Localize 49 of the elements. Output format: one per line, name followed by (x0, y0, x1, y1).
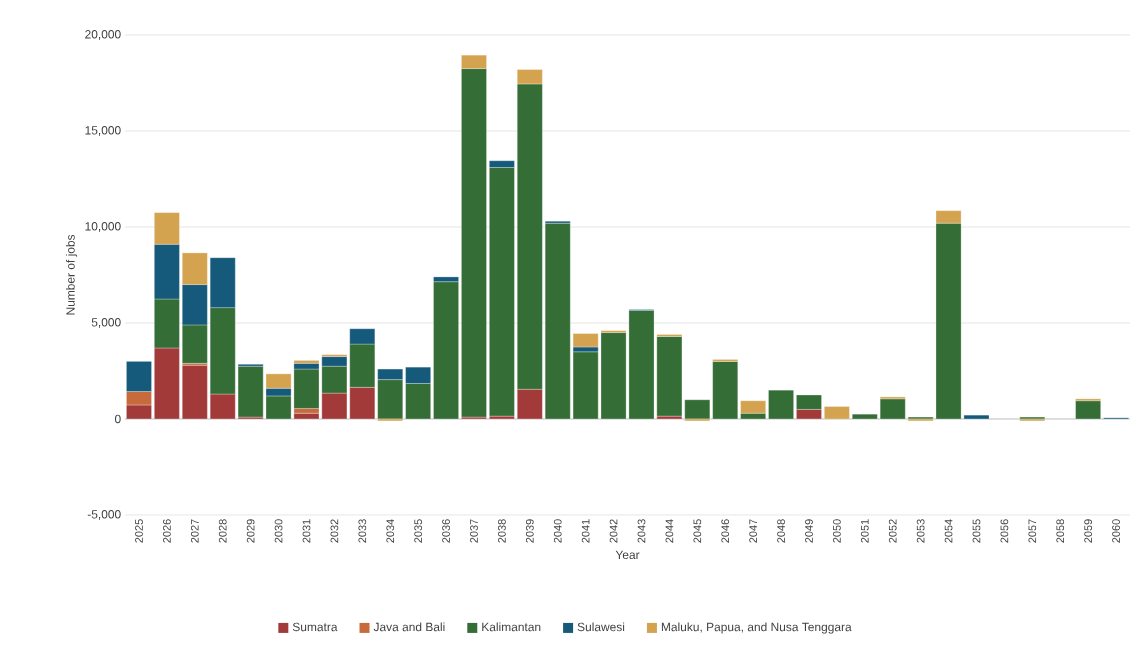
x-tick-label: 2036 (442, 519, 450, 543)
legend-label: Maluku, Papua, and Nusa Tenggara (661, 622, 852, 634)
y-tick-label: 10,000 (85, 222, 121, 232)
x-tick-label: 2033 (358, 519, 367, 543)
legend-label: Kalimantan (482, 622, 541, 632)
x-tick-label: 2041 (581, 519, 590, 543)
x-tick-label: 2043 (637, 519, 646, 543)
x-tick-label: 2039 (525, 519, 534, 543)
y-tick-label: 20,000 (85, 30, 121, 40)
x-tick-label: 2042 (609, 519, 618, 543)
x-tick-label: 2028 (218, 519, 227, 543)
x-tick-label: 2025 (135, 519, 143, 543)
y-tick-label: -5,000 (87, 510, 121, 520)
x-tick-label: 2030 (274, 519, 283, 543)
x-tick-label: 2047 (749, 519, 758, 543)
x-axis-title: Year (615, 550, 640, 560)
x-tick-label: 2054 (944, 519, 953, 543)
x-tick-label: 2035 (414, 519, 423, 543)
x-tick-label: 2050 (833, 519, 841, 543)
x-tick-label: 2045 (693, 519, 702, 543)
x-tick-label: 2029 (246, 519, 255, 543)
legend-label: Sulawesi (577, 622, 625, 632)
legend-label: Java and Bali (373, 622, 445, 632)
x-tick-label: 2055 (972, 519, 981, 543)
x-tick-label: 2027 (190, 519, 199, 543)
x-tick-label: 2044 (665, 519, 674, 543)
y-axis-title: Number of jobs (65, 234, 78, 315)
x-tick-label: 2046 (721, 519, 730, 543)
legend-label: Sumatra (292, 622, 338, 632)
y-tick-label: 0 (114, 414, 121, 424)
x-tick-label: 2058 (1056, 519, 1065, 543)
x-tick-label: 2049 (805, 519, 813, 543)
x-tick-label: 2056 (1000, 519, 1009, 543)
x-tick-label: 2032 (330, 519, 339, 543)
x-tick-label: 2031 (302, 519, 311, 543)
x-tick-label: 2048 (777, 519, 785, 543)
x-tick-label: 2053 (916, 519, 925, 543)
y-tick-label: 5,000 (91, 318, 121, 328)
x-tick-label: 2051 (860, 519, 869, 543)
x-tick-label: 2034 (386, 519, 395, 543)
x-tick-label: 2037 (470, 519, 478, 543)
x-tick-label: 2052 (888, 519, 897, 543)
x-tick-label: 2060 (1112, 519, 1120, 543)
x-tick-label: 2059 (1084, 519, 1093, 543)
x-tick-label: 2057 (1028, 519, 1037, 543)
x-tick-label: 2038 (498, 519, 506, 543)
x-tick-label: 2040 (553, 519, 562, 543)
y-tick-label: 15,000 (85, 126, 121, 136)
x-tick-label: 2026 (163, 519, 171, 543)
